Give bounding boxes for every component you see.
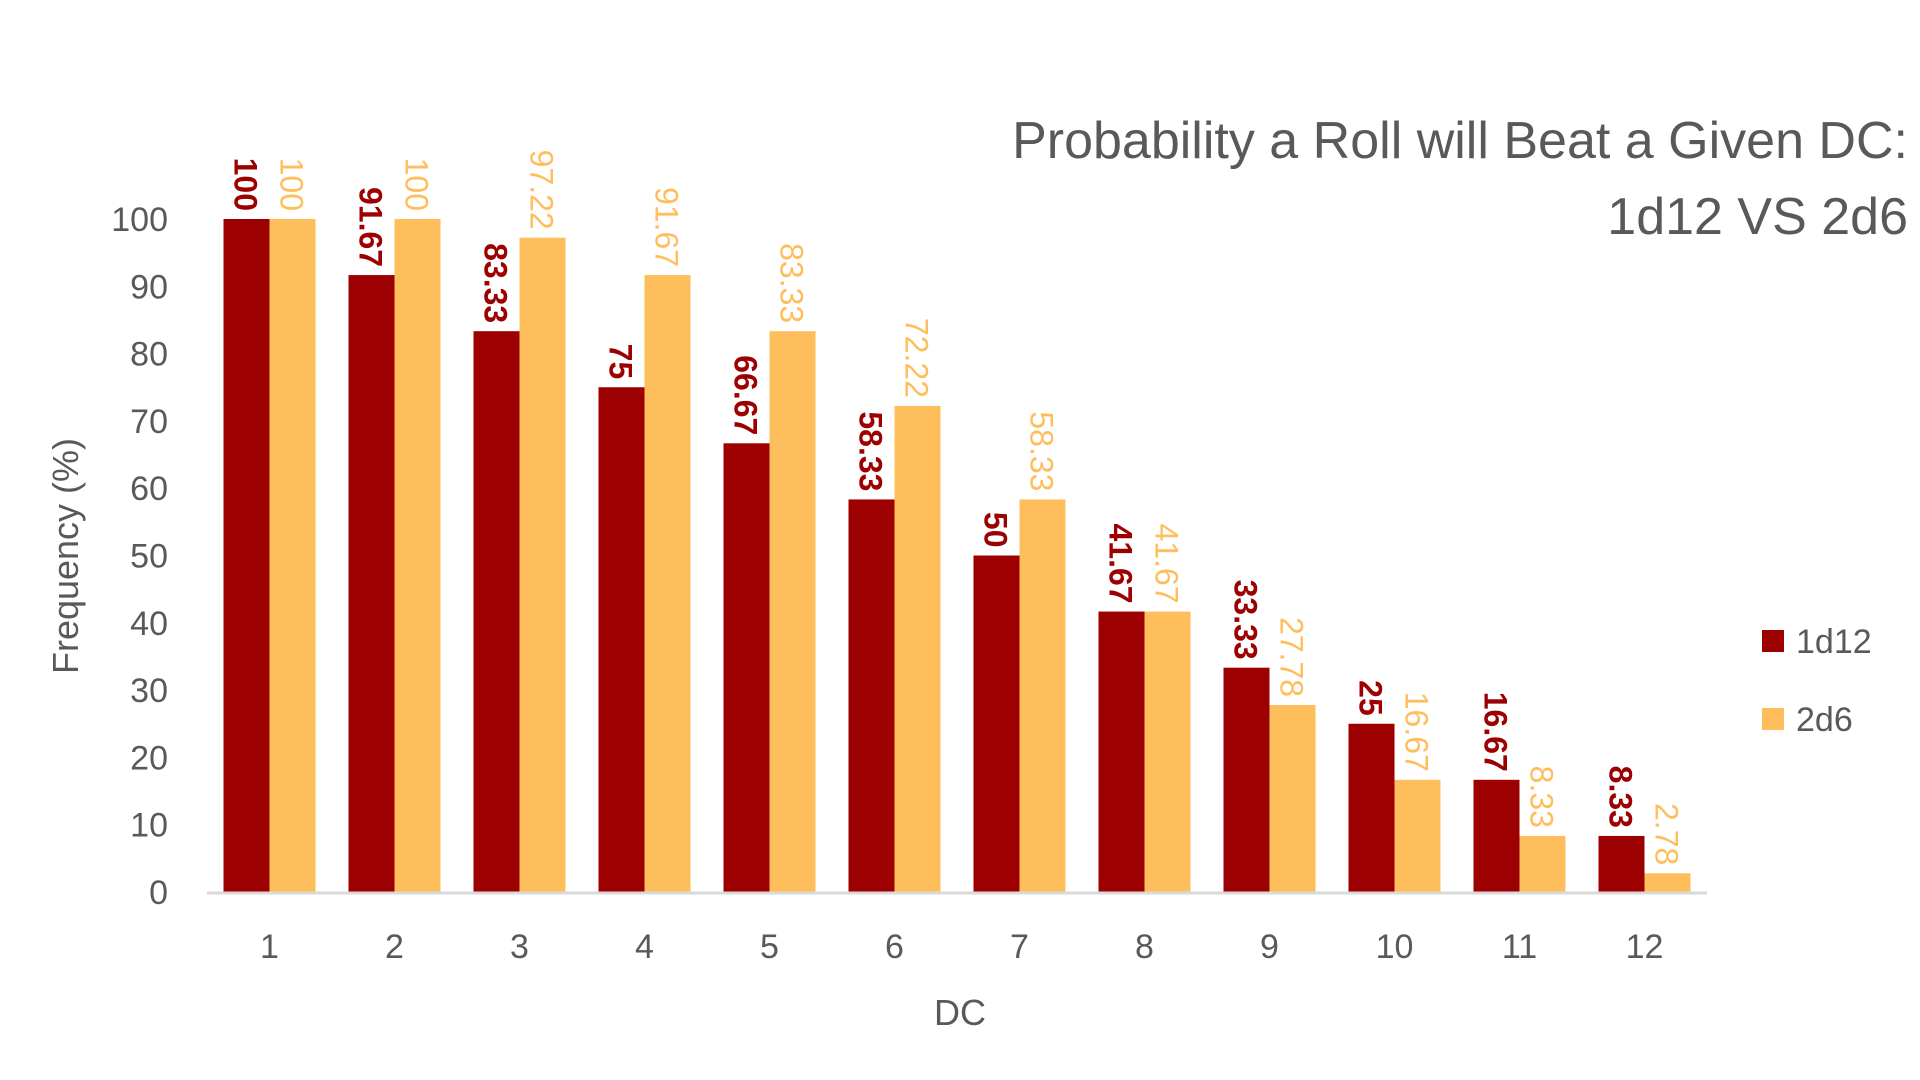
- bar-2d6-dc-4: [644, 275, 691, 892]
- data-label-1d12-dc-4: 75: [603, 344, 639, 380]
- x-tick-label: 5: [760, 928, 779, 966]
- bar-2d6-dc-2: [394, 219, 441, 892]
- y-tick-label: 50: [130, 538, 168, 576]
- bar-2d6-dc-3: [519, 237, 566, 892]
- data-label-1d12-dc-7: 50: [978, 512, 1014, 548]
- legend-swatch-1d12: [1762, 630, 1784, 652]
- x-tick-label: 12: [1626, 928, 1664, 966]
- y-axis-ticks: 0 10 20 30 40 50 60 70 80 90 100: [111, 201, 168, 912]
- y-axis-label: Frequency (%): [45, 438, 86, 674]
- data-label-2d6-dc-3: 97.22: [524, 150, 560, 230]
- legend-swatch-2d6: [1762, 708, 1784, 730]
- x-tick-label: 7: [1010, 928, 1029, 966]
- y-tick-label: 70: [130, 403, 168, 441]
- chart-title-line-2: 1d12 VS 2d6: [1607, 188, 1908, 246]
- bar-2d6-dc-11: [1519, 835, 1566, 892]
- bar-1d12-dc-7: [973, 555, 1020, 892]
- data-label-2d6-dc-9: 27.78: [1274, 617, 1310, 697]
- data-label-2d6-dc-6: 72.22: [899, 318, 935, 398]
- data-label-1d12-dc-11: 16.67: [1478, 692, 1514, 772]
- x-tick-label: 2: [385, 928, 404, 966]
- data-label-2d6-dc-1: 100: [274, 158, 310, 211]
- bar-2d6-dc-8: [1144, 611, 1191, 892]
- data-label-2d6-dc-12: 2.78: [1649, 803, 1685, 865]
- bar-1d12-dc-2: [348, 275, 395, 892]
- data-label-2d6-dc-7: 58.33: [1024, 411, 1060, 491]
- bar-2d6-dc-12: [1644, 873, 1691, 892]
- legend-label-2d6: 2d6: [1796, 701, 1853, 739]
- x-tick-label: 11: [1502, 928, 1537, 966]
- y-tick-label: 20: [130, 739, 168, 777]
- bar-2d6-dc-6: [894, 405, 941, 892]
- data-label-2d6-dc-4: 91.67: [649, 187, 685, 267]
- y-tick-label: 40: [130, 605, 168, 643]
- legend-label-1d12: 1d12: [1796, 623, 1872, 661]
- bars: [223, 219, 1691, 892]
- y-tick-label: 30: [130, 672, 168, 710]
- x-tick-label: 10: [1376, 928, 1414, 966]
- x-tick-label: 4: [635, 928, 654, 966]
- bar-2d6-dc-9: [1269, 705, 1316, 892]
- x-tick-label: 3: [510, 928, 529, 966]
- x-tick-label: 6: [885, 928, 904, 966]
- data-label-2d6-dc-11: 8.33: [1524, 766, 1560, 828]
- data-label-2d6-dc-8: 41.67: [1149, 523, 1185, 603]
- data-label-2d6-dc-5: 83.33: [774, 243, 810, 323]
- data-label-1d12-dc-10: 25: [1353, 680, 1389, 716]
- data-label-1d12-dc-6: 58.33: [853, 411, 889, 491]
- y-tick-label: 10: [130, 807, 168, 845]
- bar-1d12-dc-8: [1098, 611, 1145, 892]
- data-label-1d12-dc-3: 83.33: [478, 243, 514, 323]
- bar-1d12-dc-3: [473, 331, 520, 892]
- y-tick-label: 0: [149, 874, 168, 912]
- data-label-1d12-dc-5: 66.67: [728, 355, 764, 435]
- data-label-1d12-dc-8: 41.67: [1103, 523, 1139, 603]
- bar-1d12-dc-1: [223, 219, 270, 892]
- bar-1d12-dc-6: [848, 499, 895, 892]
- bar-1d12-dc-9: [1223, 667, 1270, 892]
- data-label-1d12-dc-2: 91.67: [353, 187, 389, 267]
- bar-1d12-dc-11: [1473, 779, 1520, 892]
- bar-2d6-dc-1: [269, 219, 316, 892]
- data-label-1d12-dc-9: 33.33: [1228, 580, 1264, 660]
- chart-title-line-1: Probability a Roll will Beat a Given DC:: [1012, 112, 1908, 170]
- bar-1d12-dc-10: [1348, 723, 1395, 892]
- bar-2d6-dc-5: [769, 331, 816, 892]
- data-label-2d6-dc-10: 16.67: [1399, 692, 1435, 772]
- x-tick-label: 9: [1260, 928, 1279, 966]
- data-label-1d12-dc-12: 8.33: [1603, 766, 1639, 828]
- data-labels: 100 100 91.67 100 83.33 97.22 75 91.67 66.67 83.3…: [228, 150, 1685, 866]
- y-tick-label: 90: [130, 268, 168, 306]
- bar-2d6-dc-7: [1019, 499, 1066, 892]
- bar-1d12-dc-5: [723, 443, 770, 892]
- x-tick-label: 1: [260, 928, 279, 966]
- bar-1d12-dc-12: [1598, 835, 1645, 892]
- legend: 1d12 2d6: [1762, 623, 1872, 739]
- data-label-2d6-dc-2: 100: [399, 158, 435, 211]
- y-tick-label: 60: [130, 470, 168, 508]
- bar-2d6-dc-10: [1394, 779, 1441, 892]
- data-label-1d12-dc-1: 100: [228, 158, 264, 211]
- bar-1d12-dc-4: [598, 387, 645, 892]
- x-axis-label: DC: [934, 992, 986, 1033]
- y-tick-label: 80: [130, 336, 168, 374]
- x-tick-label: 8: [1135, 928, 1154, 966]
- x-axis-ticks: 1 2 3 4 5 6 7 8 9 10 11 12: [260, 928, 1663, 966]
- y-tick-label: 100: [111, 201, 168, 239]
